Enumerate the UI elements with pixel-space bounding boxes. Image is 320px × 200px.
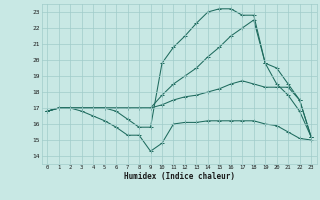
X-axis label: Humidex (Indice chaleur): Humidex (Indice chaleur) [124,172,235,181]
